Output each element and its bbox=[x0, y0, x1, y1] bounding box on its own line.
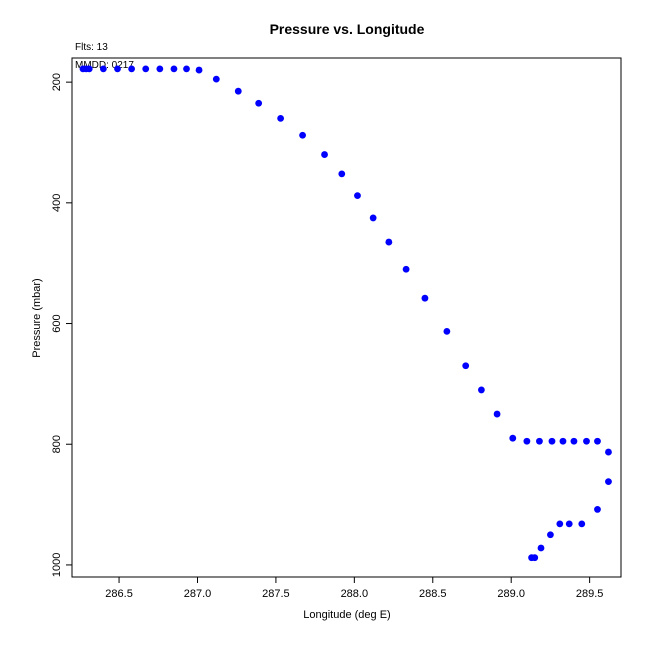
data-point bbox=[528, 554, 535, 562]
data-point bbox=[114, 65, 121, 73]
date-annotation: MMDD: 0217 bbox=[75, 60, 134, 71]
data-point bbox=[234, 87, 242, 95]
chart-title: Pressure vs. Longitude bbox=[270, 21, 425, 37]
y-tick-label: 1000 bbox=[51, 553, 63, 577]
data-point bbox=[421, 294, 429, 302]
data-points bbox=[79, 65, 612, 562]
y-tick-label: 800 bbox=[51, 435, 63, 453]
data-point bbox=[255, 99, 263, 107]
data-point bbox=[548, 437, 556, 445]
data-point bbox=[523, 437, 531, 445]
x-tick-label: 288.5 bbox=[419, 588, 447, 600]
data-point bbox=[85, 65, 93, 73]
data-point bbox=[183, 65, 190, 73]
data-point bbox=[354, 192, 361, 199]
data-point bbox=[559, 437, 567, 445]
data-point bbox=[605, 478, 612, 486]
data-point bbox=[477, 386, 485, 394]
x-axis-label: Longitude (deg E) bbox=[303, 609, 390, 621]
data-point bbox=[443, 327, 451, 335]
data-point bbox=[509, 434, 517, 442]
data-point bbox=[385, 238, 393, 246]
data-point bbox=[583, 437, 590, 445]
data-point bbox=[99, 65, 107, 73]
data-point bbox=[156, 65, 164, 73]
x-tick-label: 289.0 bbox=[497, 588, 525, 600]
plot-frame bbox=[71, 57, 622, 578]
y-tick-label: 400 bbox=[51, 194, 63, 212]
data-point bbox=[142, 65, 150, 73]
data-point bbox=[594, 437, 601, 445]
y-axis: 200 400 600 800 1000 bbox=[51, 73, 72, 577]
data-point bbox=[605, 448, 612, 456]
data-point bbox=[299, 131, 306, 139]
y-axis-label: Pressure (mbar) bbox=[31, 278, 43, 357]
data-point bbox=[277, 114, 285, 122]
data-point bbox=[594, 506, 601, 513]
x-tick-label: 288.0 bbox=[341, 588, 369, 600]
data-point bbox=[537, 544, 545, 552]
x-axis: 286.5 287.0 287.5 288.0 288.5 289.0 289.5 bbox=[105, 577, 603, 600]
data-point bbox=[369, 214, 377, 222]
data-point bbox=[578, 520, 586, 528]
x-tick-label: 286.5 bbox=[105, 588, 133, 600]
y-tick-label: 200 bbox=[51, 73, 63, 91]
data-point bbox=[128, 65, 136, 73]
data-point bbox=[338, 170, 346, 178]
data-point bbox=[402, 265, 410, 273]
data-point bbox=[536, 437, 543, 445]
data-point bbox=[212, 75, 220, 83]
data-point bbox=[321, 151, 328, 158]
data-point bbox=[547, 531, 554, 539]
x-tick-label: 289.5 bbox=[576, 588, 604, 600]
data-point bbox=[556, 520, 564, 528]
data-point bbox=[493, 410, 501, 418]
flights-annotation: Flts: 13 bbox=[75, 42, 108, 53]
x-tick-label: 287.5 bbox=[262, 588, 290, 600]
data-point bbox=[570, 437, 578, 445]
x-tick-label: 287.0 bbox=[184, 588, 212, 600]
data-point bbox=[565, 520, 573, 528]
data-point bbox=[195, 66, 203, 74]
data-point bbox=[462, 362, 470, 370]
y-tick-label: 600 bbox=[51, 314, 63, 332]
data-point bbox=[170, 65, 178, 73]
